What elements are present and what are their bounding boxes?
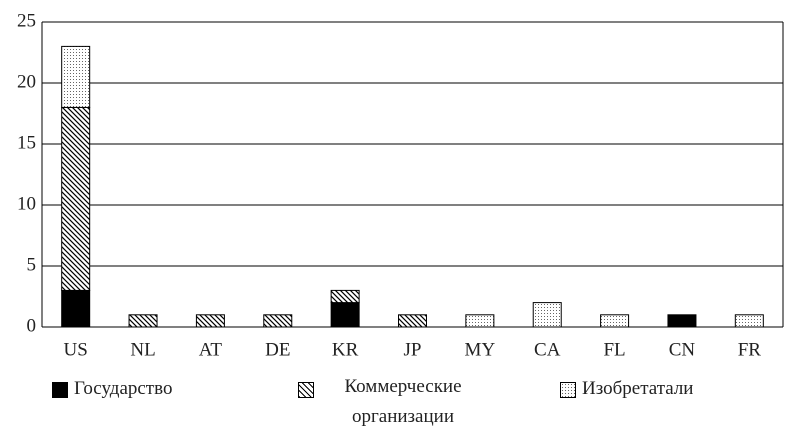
legend-swatch	[52, 382, 68, 398]
bar-segment	[465, 314, 495, 328]
y-tick-label: 25	[17, 10, 36, 31]
legend-item: Изобретатали	[560, 378, 693, 400]
bar-segment	[263, 314, 293, 328]
x-tick-label: US	[64, 339, 88, 360]
x-tick-label: JP	[404, 339, 422, 360]
bar-segment	[61, 289, 91, 328]
x-tick-label: DE	[265, 339, 290, 360]
bar-segment	[532, 302, 562, 328]
y-tick-label: 20	[17, 71, 36, 92]
x-tick-label: KR	[332, 339, 359, 360]
bar-segment	[667, 314, 697, 328]
legend-label: Государство	[74, 378, 173, 399]
x-tick-label: FR	[738, 339, 762, 360]
legend-swatch	[298, 382, 314, 398]
bar-segment	[600, 314, 630, 328]
bar-segment	[398, 314, 427, 328]
legend-item: Государство	[52, 378, 172, 400]
bar-segment	[734, 314, 764, 328]
x-tick-label: AT	[199, 339, 223, 360]
bar-segment	[330, 302, 360, 328]
bar-segment	[330, 289, 360, 304]
x-tick-label: NL	[130, 339, 155, 360]
legend-label: Изобретатали	[582, 378, 694, 399]
bar-segment	[128, 314, 158, 328]
bar-segment	[195, 314, 225, 328]
legend-swatch	[560, 382, 576, 398]
legend-label: Коммерческие организации	[344, 376, 462, 427]
y-tick-label: 0	[27, 315, 37, 336]
x-tick-label: MY	[465, 339, 496, 360]
y-tick-label: 15	[17, 132, 36, 153]
bar-segment	[61, 106, 91, 291]
bar-segment	[61, 45, 91, 108]
x-tick-label: CN	[669, 339, 696, 360]
x-tick-label: FL	[603, 339, 625, 360]
legend-item: Коммерческие организации	[298, 376, 478, 432]
y-tick-label: 5	[27, 254, 37, 275]
y-tick-label: 10	[17, 193, 36, 214]
x-tick-label: CA	[534, 339, 561, 360]
